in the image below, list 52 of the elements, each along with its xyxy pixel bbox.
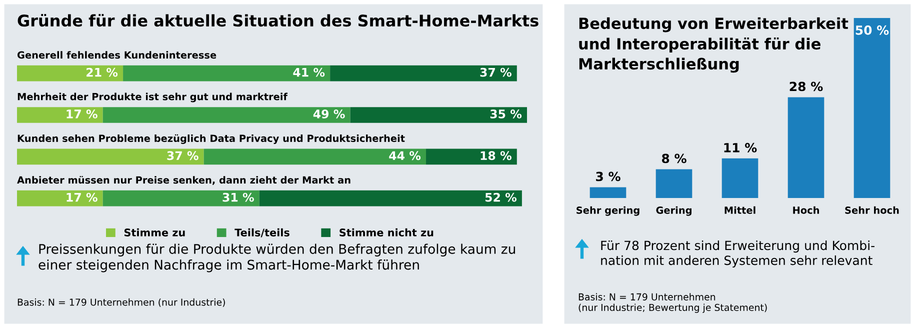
x-tick-label: Sehr gering <box>576 206 640 216</box>
y-tick-label: Mehrheit der Produkte ist sehr gut und marktreif <box>18 92 288 102</box>
data-label: 28 % <box>790 82 823 92</box>
data-label: 44 % <box>389 151 421 160</box>
legend-label: Teils/teils <box>234 228 290 238</box>
x-tick-label: Mittel <box>724 206 756 214</box>
data-label: 17 % <box>66 192 98 202</box>
bar <box>17 107 103 123</box>
data-label: 21 % <box>86 68 118 77</box>
chart-title: Gründe für die aktuelle Situation des Smart-Home-Markts <box>18 14 538 27</box>
bar <box>426 148 517 165</box>
bar <box>17 190 103 206</box>
data-label: 50 % <box>856 25 889 35</box>
x-tick-label: Gering <box>656 206 692 216</box>
text: Preissenkungen für die Produkte würden den Befragten zufolge kaum zu einer steigenden Nachfrage im Smart-Home-Markt führen <box>38 244 515 272</box>
text: Basis: N = 179 Unternehmen (nur Industrie; Bewertung je Statement) <box>578 293 767 313</box>
bar <box>102 107 350 123</box>
bar <box>788 97 824 198</box>
data-label: 49 % <box>313 109 345 118</box>
bar <box>350 107 527 123</box>
data-label: 8 % <box>662 154 686 164</box>
data-label: 31 % <box>222 192 254 202</box>
bar <box>17 65 124 82</box>
text: Für 78 Prozent sind Erweiterung und Kombi- nation mit anderen Systemen sehr relevant <box>601 240 874 268</box>
y-tick-label: Generell fehlendes Kundeninteresse <box>17 51 216 59</box>
bar <box>102 190 260 206</box>
legend-label: Stimme zu <box>124 228 185 236</box>
y-tick-label: Anbieter müssen nur Preise senken, dann zieht der Markt an <box>17 176 350 185</box>
bar <box>722 158 758 198</box>
data-label: 52 % <box>485 192 517 202</box>
bar <box>330 65 517 82</box>
bar <box>123 65 330 82</box>
bar <box>854 18 890 198</box>
data-label: 11 % <box>724 142 757 152</box>
text: Basis: N = 179 Unternehmen (nur Industrie) <box>18 298 225 307</box>
bar <box>17 148 204 165</box>
data-label: 37 % <box>167 151 198 160</box>
data-label: 3 % <box>596 172 620 182</box>
text: Bedeutung von Erweiterbarkeit und Interoperabilität für die Markterschließung <box>579 17 848 73</box>
data-label: 17 % <box>66 109 98 118</box>
y-tick-label: Kunden sehen Probleme bezüglich Data Privacy und Produktsicherheit <box>18 134 405 144</box>
data-label: 18 % <box>480 151 512 160</box>
legend-label: Stimme nicht zu <box>340 228 434 236</box>
data-label: 37 % <box>480 68 512 77</box>
bar <box>590 187 626 198</box>
bar <box>259 190 522 206</box>
data-label: 35 % <box>490 109 522 118</box>
x-tick-label: Hoch <box>793 206 819 214</box>
data-label: 41 % <box>293 68 325 77</box>
bar <box>204 148 426 165</box>
bar <box>656 169 692 198</box>
x-tick-label: Sehr hoch <box>845 206 899 214</box>
